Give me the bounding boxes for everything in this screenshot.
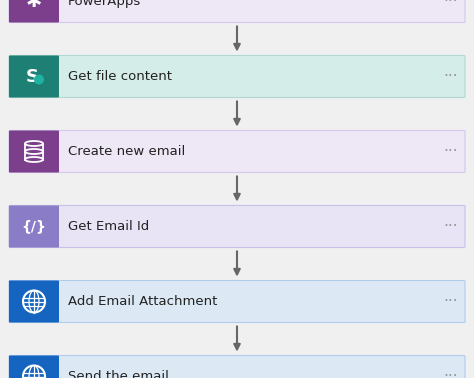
- FancyBboxPatch shape: [9, 130, 465, 172]
- FancyBboxPatch shape: [9, 206, 59, 248]
- Text: Get file content: Get file content: [68, 70, 172, 83]
- FancyBboxPatch shape: [9, 355, 59, 378]
- FancyBboxPatch shape: [9, 0, 59, 23]
- Text: ···: ···: [443, 144, 458, 159]
- FancyBboxPatch shape: [9, 280, 59, 322]
- Text: Create new email: Create new email: [68, 145, 185, 158]
- FancyBboxPatch shape: [9, 206, 465, 248]
- Text: ···: ···: [443, 294, 458, 309]
- Text: ···: ···: [443, 219, 458, 234]
- Text: Send the email: Send the email: [68, 370, 169, 378]
- Circle shape: [34, 74, 44, 85]
- FancyBboxPatch shape: [9, 0, 465, 23]
- Text: S: S: [26, 68, 38, 85]
- Text: ✱: ✱: [26, 0, 42, 11]
- FancyBboxPatch shape: [9, 130, 59, 172]
- Text: Get Email Id: Get Email Id: [68, 220, 149, 233]
- Text: ···: ···: [443, 0, 458, 9]
- Text: {/}: {/}: [21, 220, 46, 234]
- Text: PowerApps: PowerApps: [68, 0, 141, 8]
- FancyBboxPatch shape: [9, 56, 465, 98]
- FancyBboxPatch shape: [9, 355, 465, 378]
- Text: ···: ···: [443, 369, 458, 378]
- Text: Add Email Attachment: Add Email Attachment: [68, 295, 218, 308]
- Text: ···: ···: [443, 69, 458, 84]
- FancyBboxPatch shape: [9, 280, 465, 322]
- FancyBboxPatch shape: [9, 56, 59, 98]
